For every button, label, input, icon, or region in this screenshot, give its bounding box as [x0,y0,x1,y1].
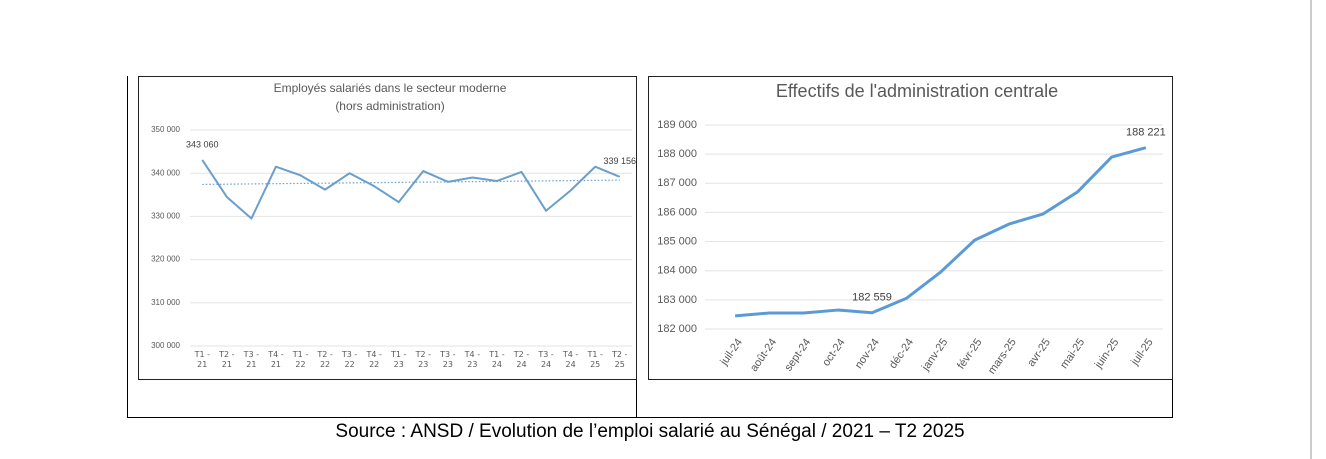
x-tick-label: T2 - 21 [219,350,235,369]
x-tick-label: T3 - 22 [341,350,358,369]
chart-title: Effectifs de l'administration centrale [776,81,1058,101]
x-tick-label: T3 - 21 [243,350,260,369]
y-tick-label: 184 000 [657,265,697,277]
trendline [202,179,620,186]
x-tick-label: T4 - 21 [268,350,284,369]
chart-subtitle: (hors administration) [335,99,444,113]
x-tick-label: T1 - 21 [194,350,210,369]
x-tick-label: T2 - 24 [513,350,530,369]
x-tick-label: T1 - 25 [587,350,603,369]
x-tick-label: T1 - 23 [391,350,407,369]
x-tick-label: T2 - 25 [612,350,628,369]
y-tick-label: 185 000 [657,235,697,247]
data-label: 343 060 [186,139,219,149]
y-tick-label: 187 000 [657,177,697,189]
x-tick-label: T2 - 25 [612,350,628,369]
data-label: 182 559 [852,292,892,304]
x-tick-label: T1 - 25 [587,350,603,369]
x-tick-label: T3 - 23 [440,350,456,369]
x-tick-label: T1 - 23 [391,350,407,369]
x-tick-label: T2 - 21 [219,350,235,369]
x-tick-label: T4 - 22 [366,350,382,369]
chart-title: Employés salariés dans le secteur modern… [274,81,507,95]
y-tick-label: 186 000 [657,206,697,218]
x-tick-label: T1 - 24 [489,350,505,369]
x-tick-label: T2 - 23 [415,350,431,369]
x-tick-label: T2 - 23 [415,350,431,369]
x-tick-label: T1 - 22 [292,350,309,369]
y-tick-label: 330 000 [151,212,180,221]
x-tick-label: T1 - 21 [194,350,210,369]
y-tick-label: 350 000 [151,125,180,134]
x-tick-label: T4 - 21 [268,350,284,369]
y-tick-label: 188 000 [657,148,697,160]
chart-frame [648,76,1173,380]
x-tick-label: T3 - 24 [538,350,554,369]
x-tick-label: T2 - 22 [317,350,333,369]
x-tick-label: T4 - 23 [464,350,481,369]
x-tick-label: T4 - 24 [562,350,579,369]
x-tick-label: T4 - 22 [366,350,382,369]
y-tick-label: 320 000 [151,255,180,264]
y-tick-label: 183 000 [657,294,697,306]
y-tick-label: 182 000 [657,323,697,335]
chart-frame [138,76,637,380]
x-tick-label: T1 - 22 [292,350,309,369]
x-tick-label: T3 - 21 [243,350,260,369]
x-tick-label: T2 - 24 [513,350,530,369]
x-tick-label: T3 - 23 [440,350,456,369]
data-line [734,146,1147,318]
data-line [201,159,621,220]
y-tick-label: 340 000 [151,168,180,177]
x-tick-label: T3 - 22 [341,350,358,369]
y-tick-label: 300 000 [151,341,180,350]
data-label: 188 221 [1126,127,1166,139]
x-tick-label: T4 - 24 [562,350,579,369]
data-label: 339 156 [603,156,636,166]
x-tick-label: T1 - 24 [489,350,505,369]
x-tick-label: T2 - 22 [317,350,333,369]
x-tick-label: T3 - 24 [538,350,554,369]
source-caption: Source : ANSD / Evolution de l’emploi sa… [335,421,964,442]
y-tick-label: 310 000 [151,298,180,307]
x-tick-label: T4 - 23 [464,350,481,369]
y-tick-label: 189 000 [657,119,697,131]
